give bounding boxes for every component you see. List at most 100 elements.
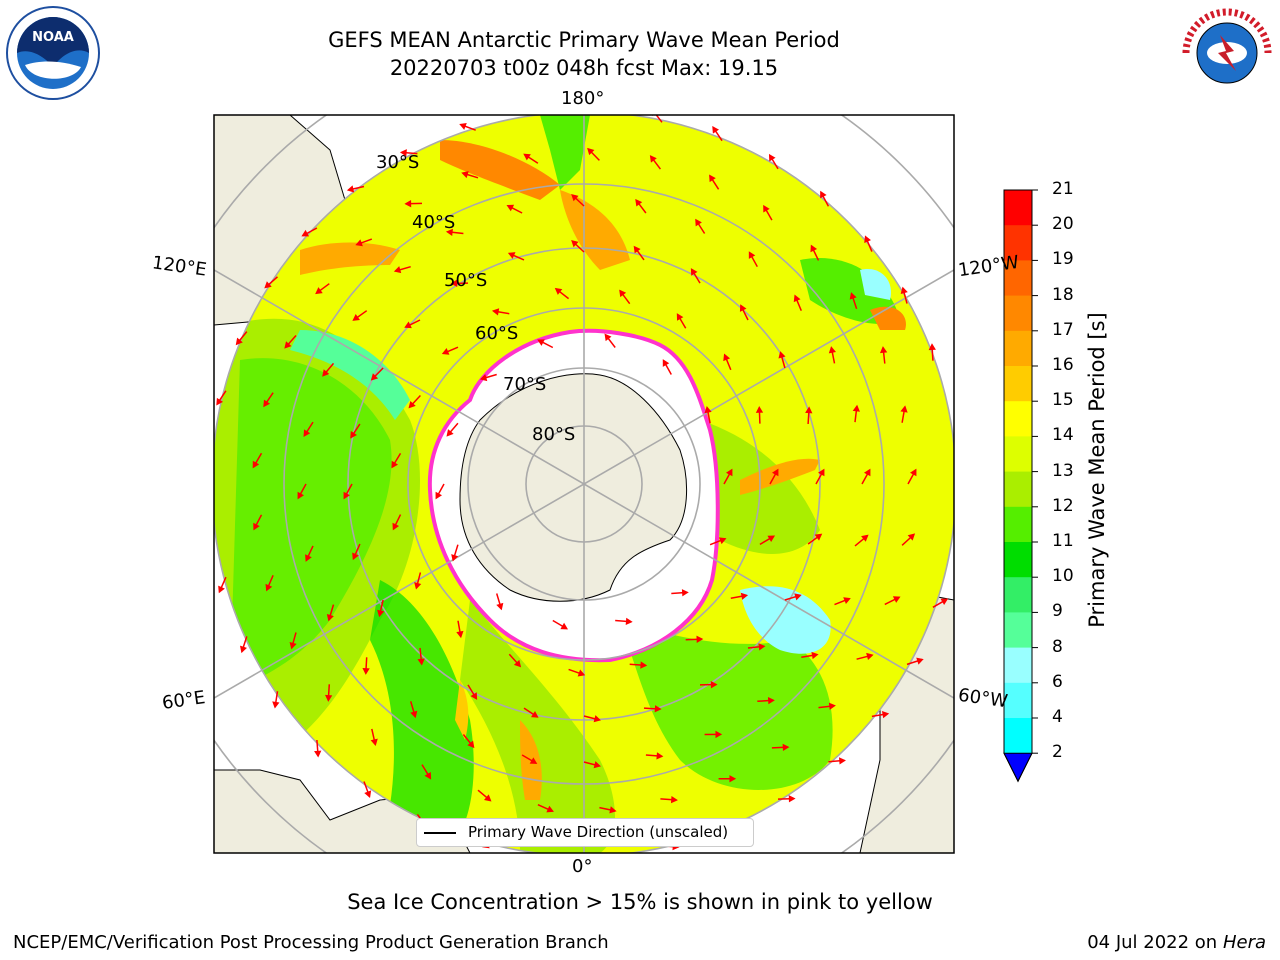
wave-direction-arrowhead (778, 351, 786, 359)
wave-direction-arrowhead (370, 738, 378, 746)
lat-label-80s: 80°S (532, 424, 576, 445)
wave-direction-arrowhead (537, 339, 545, 346)
colorbar-band (1004, 295, 1032, 332)
wave-direction-arrowhead (352, 314, 360, 321)
wave-direction-arrowhead (289, 641, 297, 650)
wave-direction-arrowhead (725, 468, 733, 477)
wave-direction-arrowhead (928, 343, 936, 351)
wave-direction-arrowhead (755, 406, 764, 413)
wave-direction-arrowhead (446, 429, 454, 437)
footer-date: 04 Jul 2022 on Hera (1087, 932, 1266, 953)
colorbar-band (1004, 330, 1032, 367)
map-legend: Primary Wave Direction (unscaled) (416, 818, 754, 847)
colorbar-tick-label: 17 (1052, 319, 1074, 340)
colorbar-tick-label: 4 (1052, 707, 1063, 727)
wave-direction-arrowhead (483, 794, 492, 802)
wave-direction-arrowhead (414, 582, 422, 590)
colorbar-band (1004, 366, 1032, 402)
colorbar-band (1004, 718, 1032, 754)
lat-label-70s: 70°S (503, 374, 547, 395)
wave-direction-arrowhead (712, 126, 720, 134)
wave-direction-arrowhead (284, 341, 292, 349)
wave-direction-arrowhead (417, 658, 425, 666)
colorbar-tick-label: 15 (1052, 390, 1074, 411)
wave-direction-arrowhead (459, 122, 467, 130)
colorbar-tick-label: 20 (1052, 214, 1074, 235)
wave-direction-arrowhead (467, 740, 475, 749)
wave-direction-arrowhead (364, 790, 372, 798)
wave-direction-arrowhead (662, 359, 670, 367)
wave-direction-arrowhead (814, 533, 823, 541)
africa-land (214, 769, 471, 853)
wave-direction-arrowhead (301, 229, 310, 237)
wave-direction-arrowhead (470, 692, 478, 700)
meridian-label-180: 180° (561, 88, 605, 109)
wave-direction-arrowhead (315, 287, 323, 295)
legend-label: Primary Wave Direction (unscaled) (468, 823, 729, 841)
wave-direction-arrowhead (346, 185, 355, 193)
wave-direction-arrowhead (656, 752, 664, 760)
wave-direction-arrowhead (879, 346, 888, 354)
colorbar-tick-label: 12 (1052, 495, 1074, 516)
footer-machine: Hera (1222, 932, 1266, 953)
wave-direction-arrowhead (690, 268, 698, 276)
lat-label-50s: 50°S (444, 270, 488, 291)
wave-direction-arrowhead (362, 667, 370, 675)
wave-direction-arrowhead (350, 430, 357, 439)
wave-direction-arrowhead (715, 730, 723, 739)
colorbar-band (1004, 577, 1032, 613)
colorbar-band (1004, 401, 1032, 437)
lat-label-60s: 60°S (475, 323, 519, 344)
wave-direction-arrowhead (593, 761, 602, 769)
wave-direction-arrowhead (718, 537, 727, 545)
colorbar (1003, 189, 1038, 783)
wave-direction-arrowhead (843, 597, 851, 605)
wave-direction-arrowhead (670, 796, 678, 804)
wave-direction-arrowhead (408, 400, 416, 409)
wave-direction-arrowhead (391, 460, 399, 469)
wave-direction-arrowhead (399, 149, 407, 157)
footer-org: NCEP/EMC/Verification Post Processing Pr… (13, 932, 609, 953)
wave-direction-arrowhead (265, 583, 273, 592)
wave-direction-arrowhead (577, 669, 586, 677)
legend-line-swatch (424, 832, 456, 834)
wave-direction-arrowhead (235, 337, 243, 346)
wave-direction-arrowhead (652, 115, 654, 116)
wave-direction-arrowhead (820, 190, 827, 199)
nws-logo (1181, 7, 1273, 99)
lat-label-40s: 40°S (412, 212, 456, 233)
colorbar-tick-label: 9 (1052, 601, 1063, 622)
wave-direction-arrowhead (604, 333, 612, 342)
wave-direction-arrowhead (554, 287, 563, 295)
wave-direction-arrowhead (881, 711, 890, 719)
wave-direction-arrowhead (828, 346, 836, 354)
wave-direction-arrowhead (546, 805, 554, 813)
lat-label-30s: 30°S (376, 152, 420, 173)
colorbar-band (1004, 436, 1032, 473)
wave-direction-arrowhead (529, 757, 538, 764)
wave-direction-arrowhead (303, 429, 311, 437)
colorbar-tick-label: 6 (1052, 671, 1063, 692)
wave-direction-arrowhead (619, 289, 627, 298)
wave-direction-arrowhead (392, 522, 400, 531)
wave-direction-arrowhead (625, 617, 633, 626)
wave-direction-arrowhead (424, 771, 432, 780)
caption: Sea Ice Concentration > 15% is shown in … (347, 890, 933, 914)
wave-direction-arrowhead (909, 468, 917, 477)
wave-direction-arrowhead (838, 757, 846, 765)
title-line-2: 20220703 t00z 048h fcst Max: 19.15 (389, 56, 779, 80)
wave-direction-arrowhead (609, 806, 617, 814)
wave-direction-arrowhead (849, 292, 857, 300)
wave-direction-arrowhead (681, 589, 689, 597)
wave-direction-arrowhead (709, 174, 716, 183)
wave-direction-arrowhead (852, 404, 860, 412)
wave-direction-arrowhead (900, 405, 908, 413)
colorbar-band (1004, 682, 1032, 719)
title-line-1: GEFS MEAN Antarctic Primary Wave Mean Pe… (328, 28, 840, 52)
colorbar-tick-label: 10 (1052, 566, 1074, 587)
wave-direction-arrowhead (782, 743, 790, 752)
wave-direction-arrowhead (272, 701, 280, 709)
wave-direction-arrowhead (805, 406, 813, 414)
wave-direction-arrowhead (793, 294, 801, 303)
